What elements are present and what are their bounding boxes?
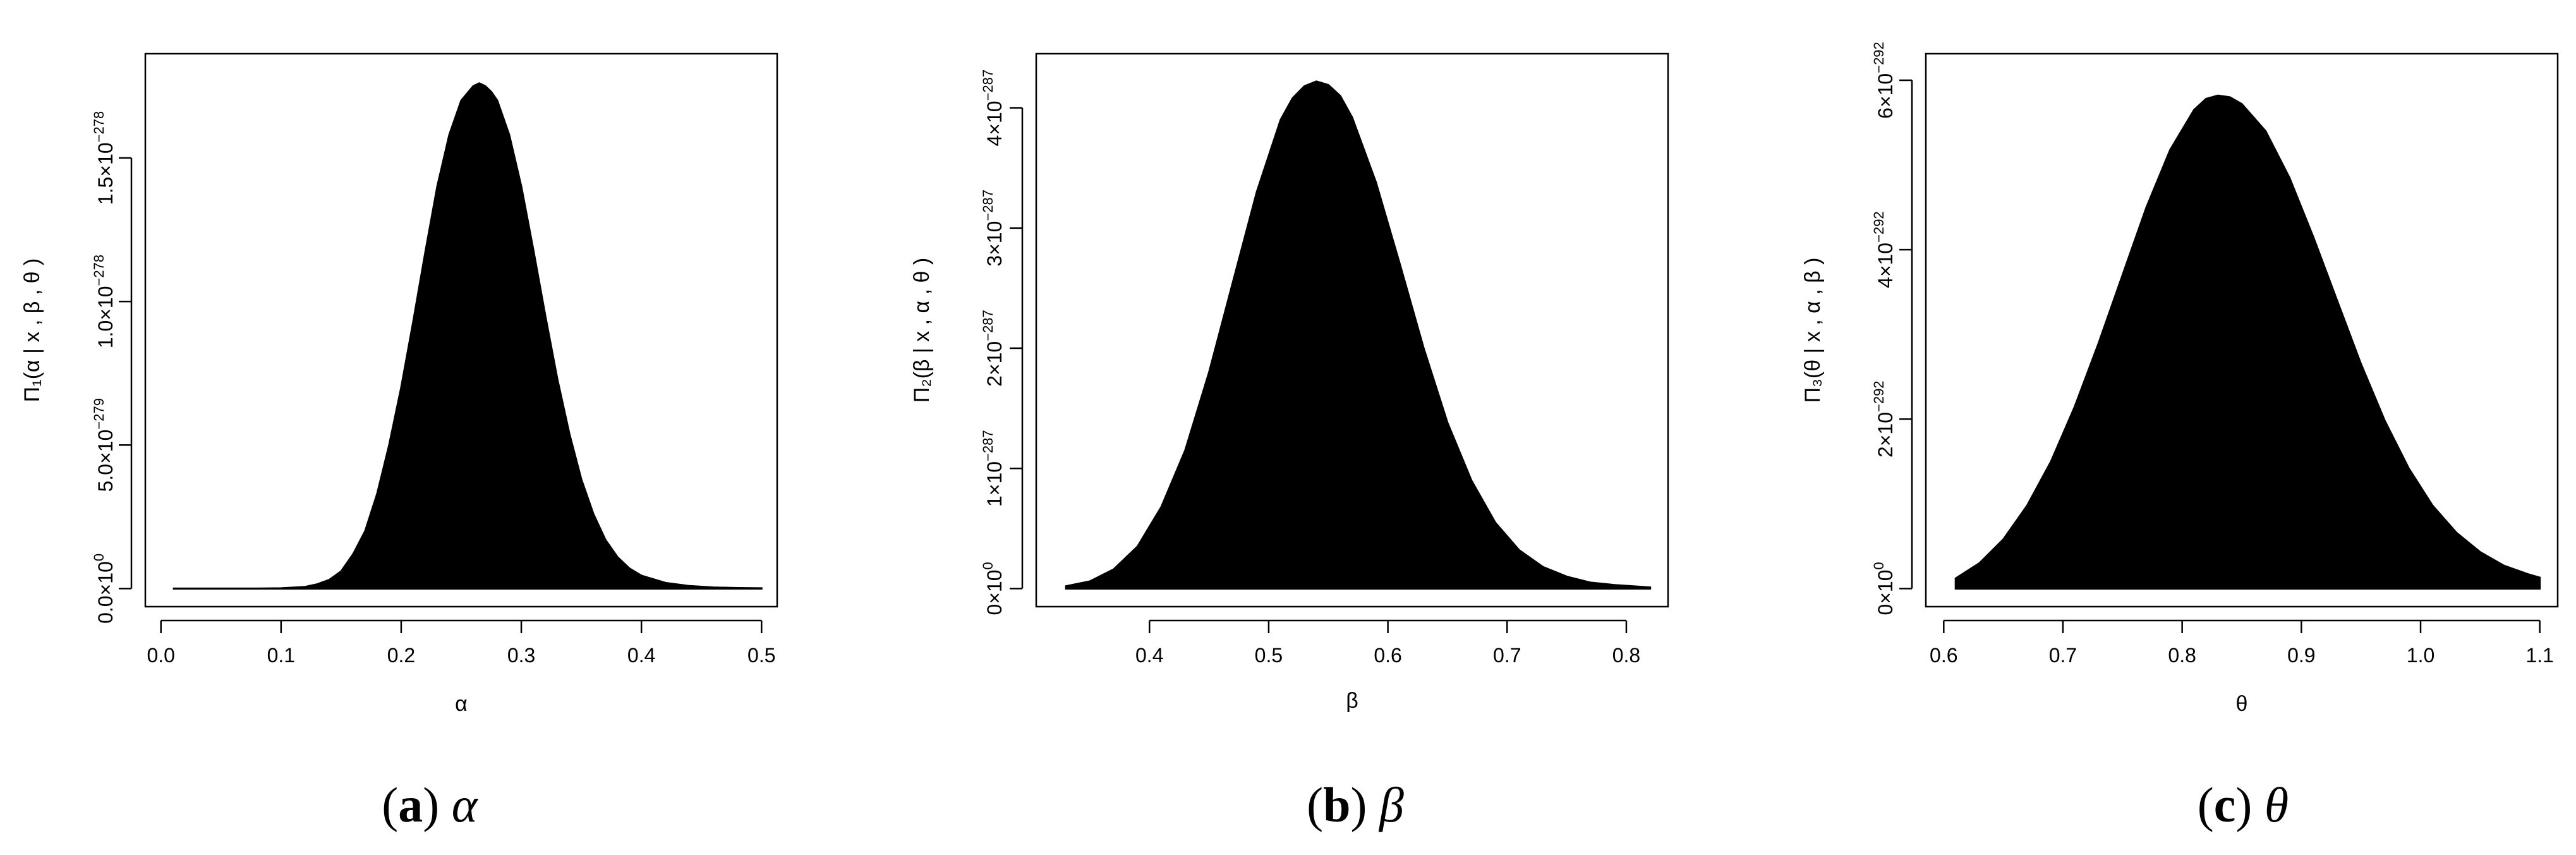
x-tick-label: 0.8 <box>2168 644 2196 667</box>
y-tick-label: 0×100 <box>980 562 1006 615</box>
x-tick-label: 0.6 <box>1930 644 1957 667</box>
y-axis: 0.0×100 5.0×10−279 1.0×10−278 1.5×10−278 <box>91 111 133 624</box>
x-tick-label: 0.4 <box>1135 644 1163 667</box>
subfigure-caption: (b) β <box>1307 777 1404 832</box>
x-tick-label: 0.3 <box>507 644 535 667</box>
panel-b: 0.4 0.5 0.6 0.7 0.8 0×100 1×10−287 2×10−287 3×10… <box>910 52 1669 832</box>
density-area <box>1954 94 2541 590</box>
y-tick-label: 4×10−287 <box>980 70 1006 147</box>
x-tick-label: 1.0 <box>2407 644 2434 667</box>
x-tick-label: 0.5 <box>1255 644 1283 667</box>
x-tick-label: 0.8 <box>1612 644 1640 667</box>
y-axis: 0×100 2×10−292 4×10−292 6×10−292 <box>1871 42 1913 615</box>
x-tick-label: 0.1 <box>267 644 295 667</box>
x-tick-label: 0.0 <box>147 644 174 667</box>
x-axis-label: α <box>455 692 468 716</box>
x-tick-label: 1.1 <box>2525 644 2553 667</box>
x-tick-label: 0.7 <box>2049 644 2077 667</box>
plot-frame <box>1925 52 2559 608</box>
x-tick-label: 0.4 <box>627 644 655 667</box>
y-tick-label: 2×10−287 <box>980 310 1006 387</box>
x-tick-label: 0.9 <box>2287 644 2315 667</box>
panel-c: 0.6 0.7 0.8 0.9 1.0 1.1 0×100 2×10−292 4×10−292 6… <box>1801 42 2559 832</box>
x-tick-label: 0.5 <box>747 644 775 667</box>
y-axis-label: Π₂(β | x , α , θ ) <box>910 258 934 403</box>
y-tick-label: 1×10−287 <box>980 430 1006 507</box>
x-axis-label: β <box>1346 689 1358 713</box>
subfigure-caption: (a) α <box>382 777 478 832</box>
y-tick-label: 5.0×10−279 <box>91 398 117 492</box>
y-tick-label: 0×100 <box>1871 562 1897 615</box>
panel-a: 0.0 0.1 0.2 0.3 0.4 0.5 0.0×100 5.0×10−279 1.0×1… <box>20 52 778 832</box>
y-tick-label: 1.5×10−278 <box>91 111 117 205</box>
x-axis-label: θ <box>2236 692 2248 716</box>
x-tick-label: 0.6 <box>1374 644 1401 667</box>
density-area <box>172 82 763 590</box>
y-tick-label: 4×10−292 <box>1871 211 1897 288</box>
subfigure-caption: (c) θ <box>2198 777 2289 832</box>
density-area <box>1065 80 1652 590</box>
x-axis: 0.0 0.1 0.2 0.3 0.4 0.5 <box>147 619 776 667</box>
y-axis-label: Π₃(θ | x , α , β ) <box>1801 257 1825 403</box>
y-tick-label: 3×10−287 <box>980 190 1006 267</box>
x-tick-label: 0.7 <box>1493 644 1521 667</box>
x-tick-label: 0.2 <box>387 644 415 667</box>
x-axis: 0.4 0.5 0.6 0.7 0.8 <box>1135 619 1640 667</box>
y-tick-label: 1.0×10−278 <box>91 255 117 348</box>
y-tick-label: 0.0×100 <box>91 554 117 624</box>
plot-frame <box>1035 52 1669 608</box>
y-tick-label: 2×10−292 <box>1871 380 1897 458</box>
y-axis: 0×100 1×10−287 2×10−287 3×10−287 4×10−287 <box>980 70 1024 615</box>
x-axis: 0.6 0.7 0.8 0.9 1.0 1.1 <box>1930 619 2554 667</box>
y-tick-label: 6×10−292 <box>1871 42 1897 119</box>
y-axis-label: Π₁(α | x , β , θ ) <box>20 258 44 403</box>
plot-frame <box>144 52 778 608</box>
